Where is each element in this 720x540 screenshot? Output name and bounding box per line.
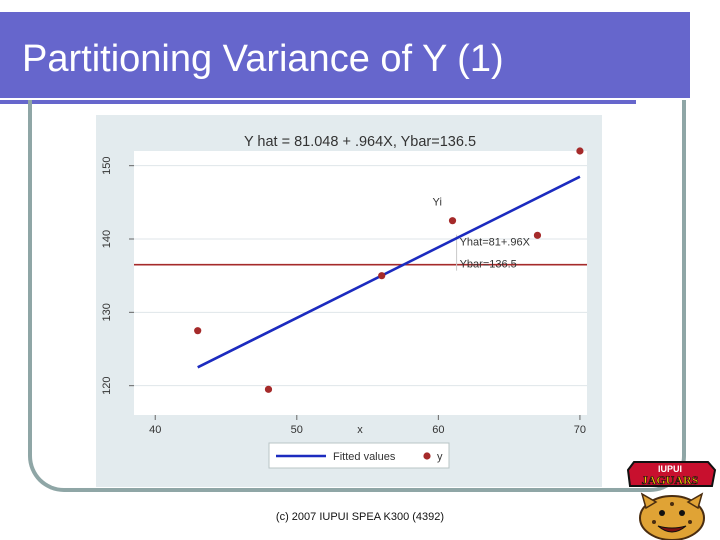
annotation-label: Yi	[433, 196, 442, 208]
plot-area	[134, 151, 587, 415]
annotation-label: Ybar=136.5	[460, 259, 517, 271]
chart-title: Y hat = 81.048 + .964X, Ybar=136.5	[244, 134, 476, 150]
jaguar-eye-left	[659, 510, 665, 516]
plot-layer: Yi Yhat=81+.96X Ybar=136.5	[134, 147, 587, 393]
annotation-label: Yhat=81+.96X	[460, 237, 531, 249]
x-tick-label: 70	[574, 424, 586, 436]
title-underline	[0, 100, 636, 104]
jaguar-ear-left	[640, 492, 658, 510]
slide-title: Partitioning Variance of Y (1)	[22, 38, 504, 80]
title-bar: Partitioning Variance of Y (1)	[0, 12, 690, 98]
y-axis-ticks: 120 130 140 150	[101, 156, 134, 395]
jaguar-ear-right	[686, 492, 704, 510]
footer-text: (c) 2007 IUPUI SPEA K300 (4392)	[275, 511, 445, 523]
jaguar-logo: IUPUI JAGUARS	[626, 461, 717, 540]
jaguar-eye-right	[679, 510, 685, 516]
legend-label-fitted: Fitted values	[333, 451, 396, 463]
jaguar-spot	[688, 520, 692, 524]
jaguar-spot	[670, 502, 674, 506]
data-point	[448, 217, 457, 225]
fitted-values-line	[197, 175, 581, 369]
x-tick-label: 60	[432, 424, 444, 436]
content-frame	[28, 100, 686, 492]
chart-legend: Fitted values y	[268, 442, 450, 469]
x-axis-label: x	[357, 424, 363, 436]
logo-banner	[626, 461, 717, 487]
x-tick-label: 50	[291, 424, 303, 436]
scatter-chart: 120 130 140 150 40 50 60 70 Y hat = 81.048 + .…	[101, 134, 587, 469]
legend-label-y: y	[437, 451, 443, 463]
legend-point-swatch	[423, 452, 431, 460]
y-tick-label: 140	[101, 230, 113, 248]
grid	[134, 165, 587, 387]
x-tick-label: 40	[149, 424, 161, 436]
jaguar-head-icon	[639, 495, 705, 540]
data-point	[194, 327, 202, 335]
data-point	[533, 231, 542, 239]
chart-panel: 120 130 140 150 40 50 60 70 Y hat = 81.048 + .…	[96, 115, 602, 487]
y-tick-label: 130	[101, 303, 113, 321]
data-point	[576, 147, 584, 155]
data-point	[378, 272, 386, 280]
data-point	[264, 385, 273, 393]
y-tick-label: 150	[101, 156, 113, 174]
jaguar-spot	[652, 520, 656, 524]
y-tick-label: 120	[101, 376, 113, 394]
x-axis-ticks: 40 50 60 70	[149, 415, 586, 436]
jaguar-mouth	[657, 525, 687, 533]
logo-text-iupui: IUPUI	[658, 464, 682, 474]
logo-text-jaguars: JAGUARS	[642, 473, 699, 487]
